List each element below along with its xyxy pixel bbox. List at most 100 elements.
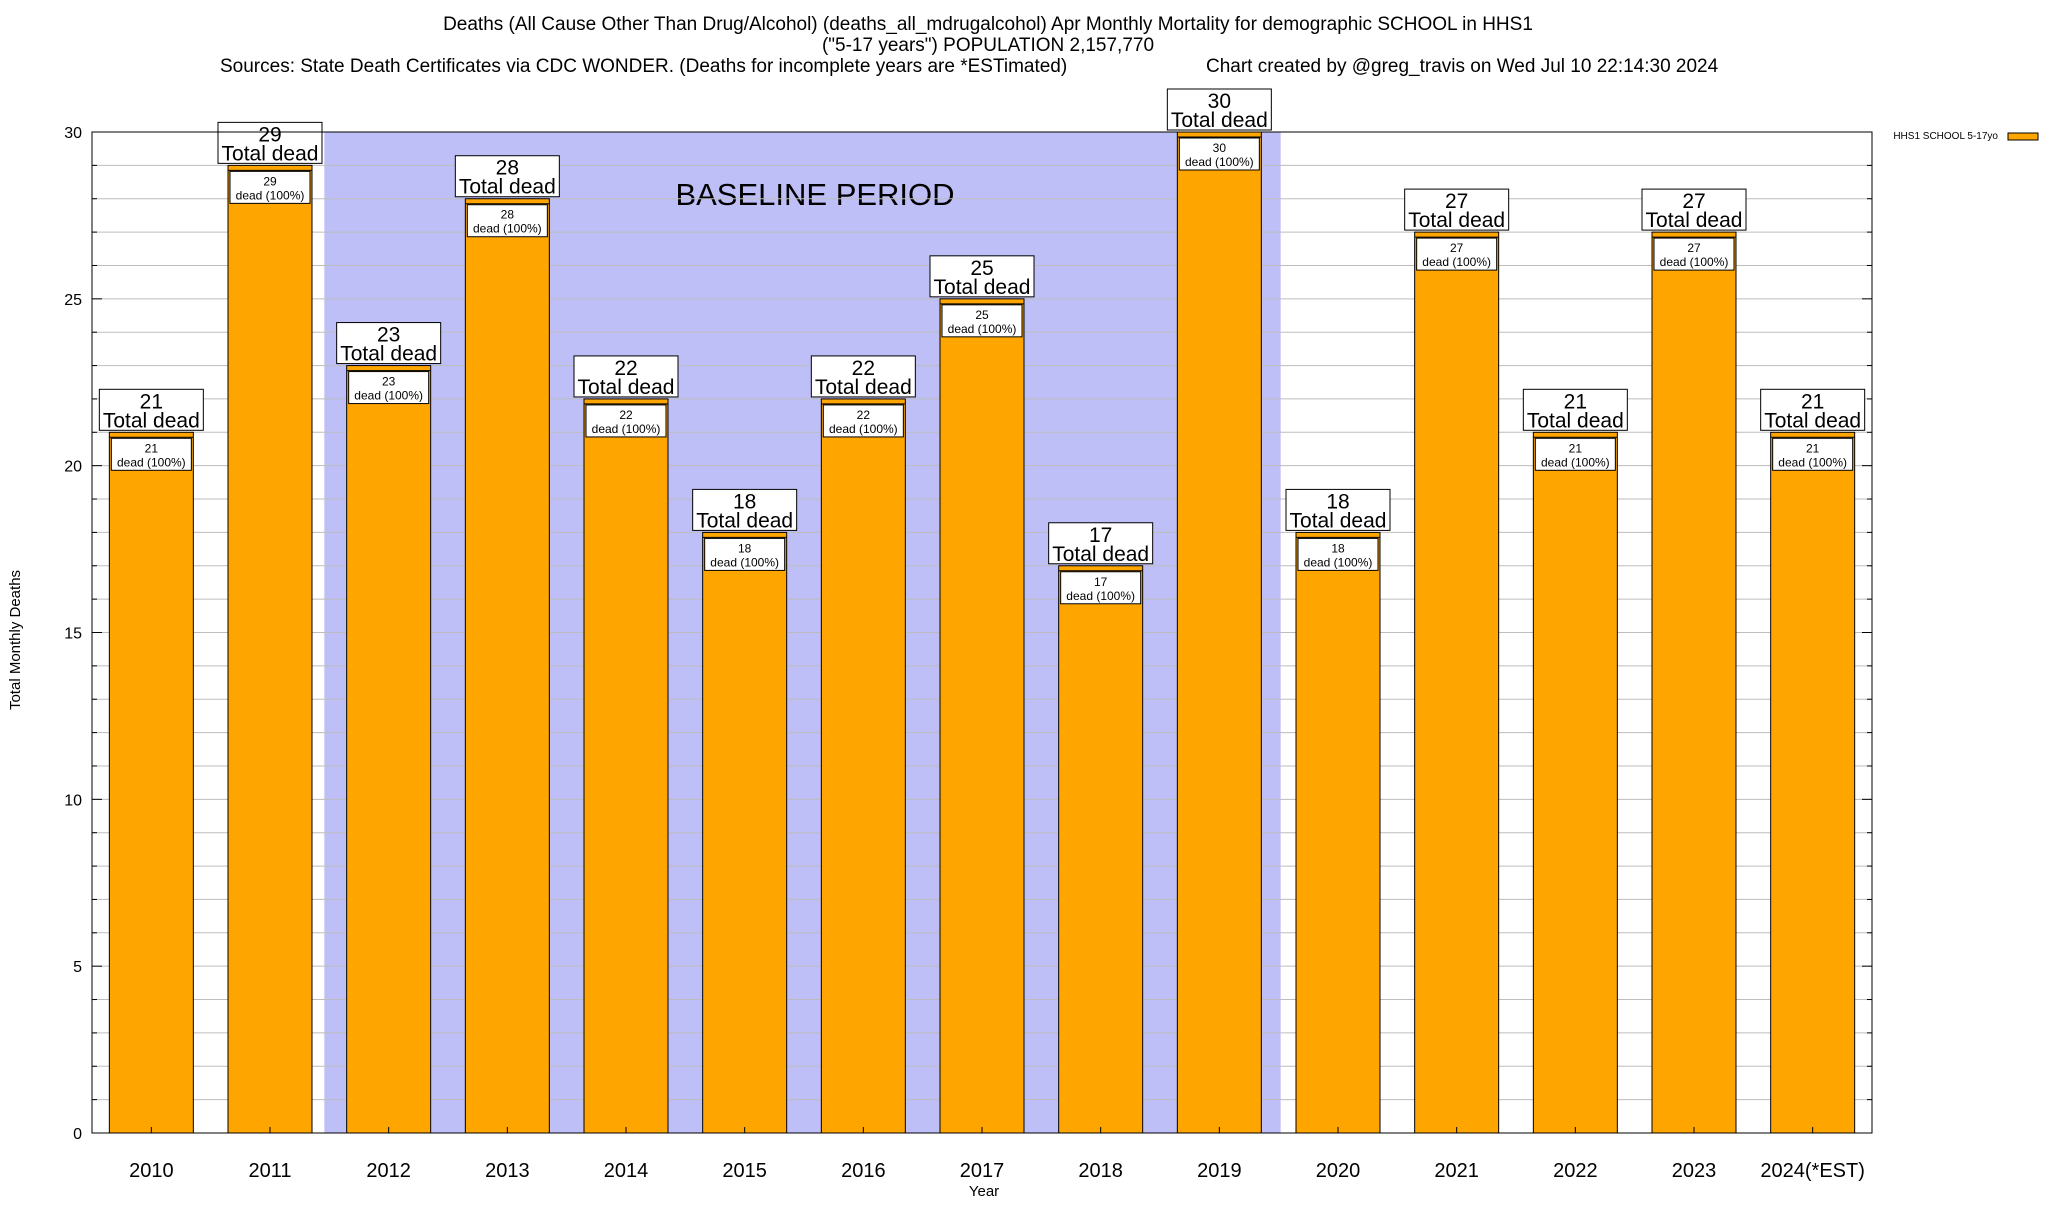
y-tick-label: 0 [73, 1126, 82, 1143]
inner-label-box [229, 170, 311, 204]
inner-value-label: 22 [857, 408, 871, 422]
y-tick-label: 15 [64, 626, 82, 643]
total-label-box [98, 388, 204, 431]
inner-value-label: 21 [1806, 441, 1820, 455]
inner-dead-label: dead (100%) [354, 389, 423, 403]
inner-value-label: 21 [1569, 441, 1583, 455]
x-tick-label: 2023 [1672, 1160, 1717, 1182]
inner-label-box [941, 304, 1023, 338]
inner-dead-label: dead (100%) [236, 188, 305, 202]
x-tick-label: 2022 [1553, 1160, 1598, 1182]
bar-2022 [1532, 431, 1618, 1134]
total-value-label: 18 [733, 490, 756, 513]
y-tick-label: 25 [64, 292, 82, 309]
total-dead-label: Total dead [696, 509, 793, 532]
total-value-label: 21 [1801, 390, 1824, 413]
total-value-label: 22 [614, 357, 637, 380]
total-dead-label: Total dead [815, 376, 912, 399]
total-dead-label: Total dead [578, 376, 675, 399]
total-dead-label: Total dead [1408, 209, 1505, 232]
legend-label: HHS1 SCHOOL 5-17yo [1893, 131, 1998, 142]
bar-2020 [1295, 531, 1381, 1134]
bar-2024(*EST) [1770, 431, 1856, 1134]
inner-value-label: 22 [619, 408, 633, 422]
bar-2021 [1414, 231, 1500, 1134]
inner-label-box [1178, 137, 1260, 171]
total-value-label: 22 [852, 357, 875, 380]
inner-value-label: 28 [501, 208, 515, 222]
x-axis-label: Year [969, 1183, 999, 1200]
x-tick-label: 2021 [1434, 1160, 1479, 1182]
x-tick-label: 2015 [722, 1160, 767, 1182]
bar-2014 [583, 398, 669, 1134]
total-label-box [1522, 388, 1628, 431]
inner-label-box [1416, 237, 1498, 271]
x-tick-label: 2011 [248, 1160, 291, 1182]
inner-value-label: 30 [1213, 141, 1227, 155]
baseline-period-label: BASELINE PERIOD [675, 177, 954, 212]
total-dead-label: Total dead [934, 276, 1031, 299]
inner-value-label: 29 [263, 174, 277, 188]
y-tick-label: 20 [64, 459, 82, 476]
inner-dead-label: dead (100%) [1778, 455, 1847, 469]
bar-2010 [108, 431, 194, 1134]
total-dead-label: Total dead [1764, 409, 1861, 432]
chart-title-line-1: Deaths (All Cause Other Than Drug/Alcoho… [443, 14, 1533, 35]
y-axis-label: Total Monthly Deaths [7, 570, 24, 710]
total-dead-label: Total dead [103, 409, 200, 432]
inner-label-box [110, 437, 192, 471]
x-tick-label: 2014 [604, 1160, 649, 1182]
total-dead-label: Total dead [1052, 543, 1149, 566]
inner-label-box [348, 371, 430, 405]
total-label-box [1048, 522, 1154, 565]
total-value-label: 17 [1089, 524, 1112, 547]
total-label-box [692, 488, 798, 531]
total-dead-label: Total dead [1290, 509, 1387, 532]
total-label-box [1285, 488, 1391, 531]
bar-2017 [939, 298, 1025, 1134]
x-tick-label: 2016 [841, 1160, 886, 1182]
inner-dead-label: dead (100%) [473, 222, 542, 236]
total-label-box [454, 155, 560, 198]
total-value-label: 23 [377, 324, 400, 347]
x-tick-label: 2019 [1197, 1160, 1242, 1182]
inner-dead-label: dead (100%) [710, 555, 779, 569]
total-value-label: 21 [140, 390, 163, 413]
inner-label-box [1534, 437, 1616, 471]
total-label-box [1404, 188, 1510, 231]
chart-sources: Sources: State Death Certificates via CD… [220, 56, 1067, 77]
x-tick-label: 2013 [485, 1160, 530, 1182]
chart-credit: Chart created by @greg_travis on Wed Jul… [1206, 56, 1719, 77]
bar-2012 [346, 365, 432, 1134]
bar-2018 [1058, 565, 1144, 1134]
inner-value-label: 27 [1687, 241, 1701, 255]
legend-swatch [2007, 132, 2039, 141]
inner-dead-label: dead (100%) [1660, 255, 1729, 269]
total-value-label: 30 [1208, 90, 1231, 113]
x-tick-label: 2017 [960, 1160, 1005, 1182]
total-label-box [810, 355, 916, 398]
bar-2011 [227, 164, 313, 1134]
inner-dead-label: dead (100%) [1066, 589, 1135, 603]
total-value-label: 27 [1682, 190, 1705, 213]
bar-2016 [820, 398, 906, 1134]
inner-label-box [822, 404, 904, 438]
inner-dead-label: dead (100%) [592, 422, 661, 436]
inner-value-label: 27 [1450, 241, 1464, 255]
x-tick-label: 2012 [366, 1160, 411, 1182]
total-label-box [573, 355, 679, 398]
bar-2023 [1651, 231, 1737, 1134]
total-value-label: 28 [496, 157, 519, 180]
inner-label-box [1772, 437, 1854, 471]
total-label-box [1641, 188, 1747, 231]
x-tick-label: 2010 [129, 1160, 174, 1182]
bar-2013 [464, 198, 550, 1134]
x-tick-label: 2020 [1316, 1160, 1361, 1182]
x-tick-label: 2018 [1078, 1160, 1123, 1182]
inner-label-box [466, 204, 548, 238]
x-tick-label: 2024(*EST) [1760, 1160, 1865, 1182]
total-label-box [217, 121, 323, 164]
inner-label-box [1297, 537, 1379, 571]
plot-border [91, 131, 1873, 1134]
